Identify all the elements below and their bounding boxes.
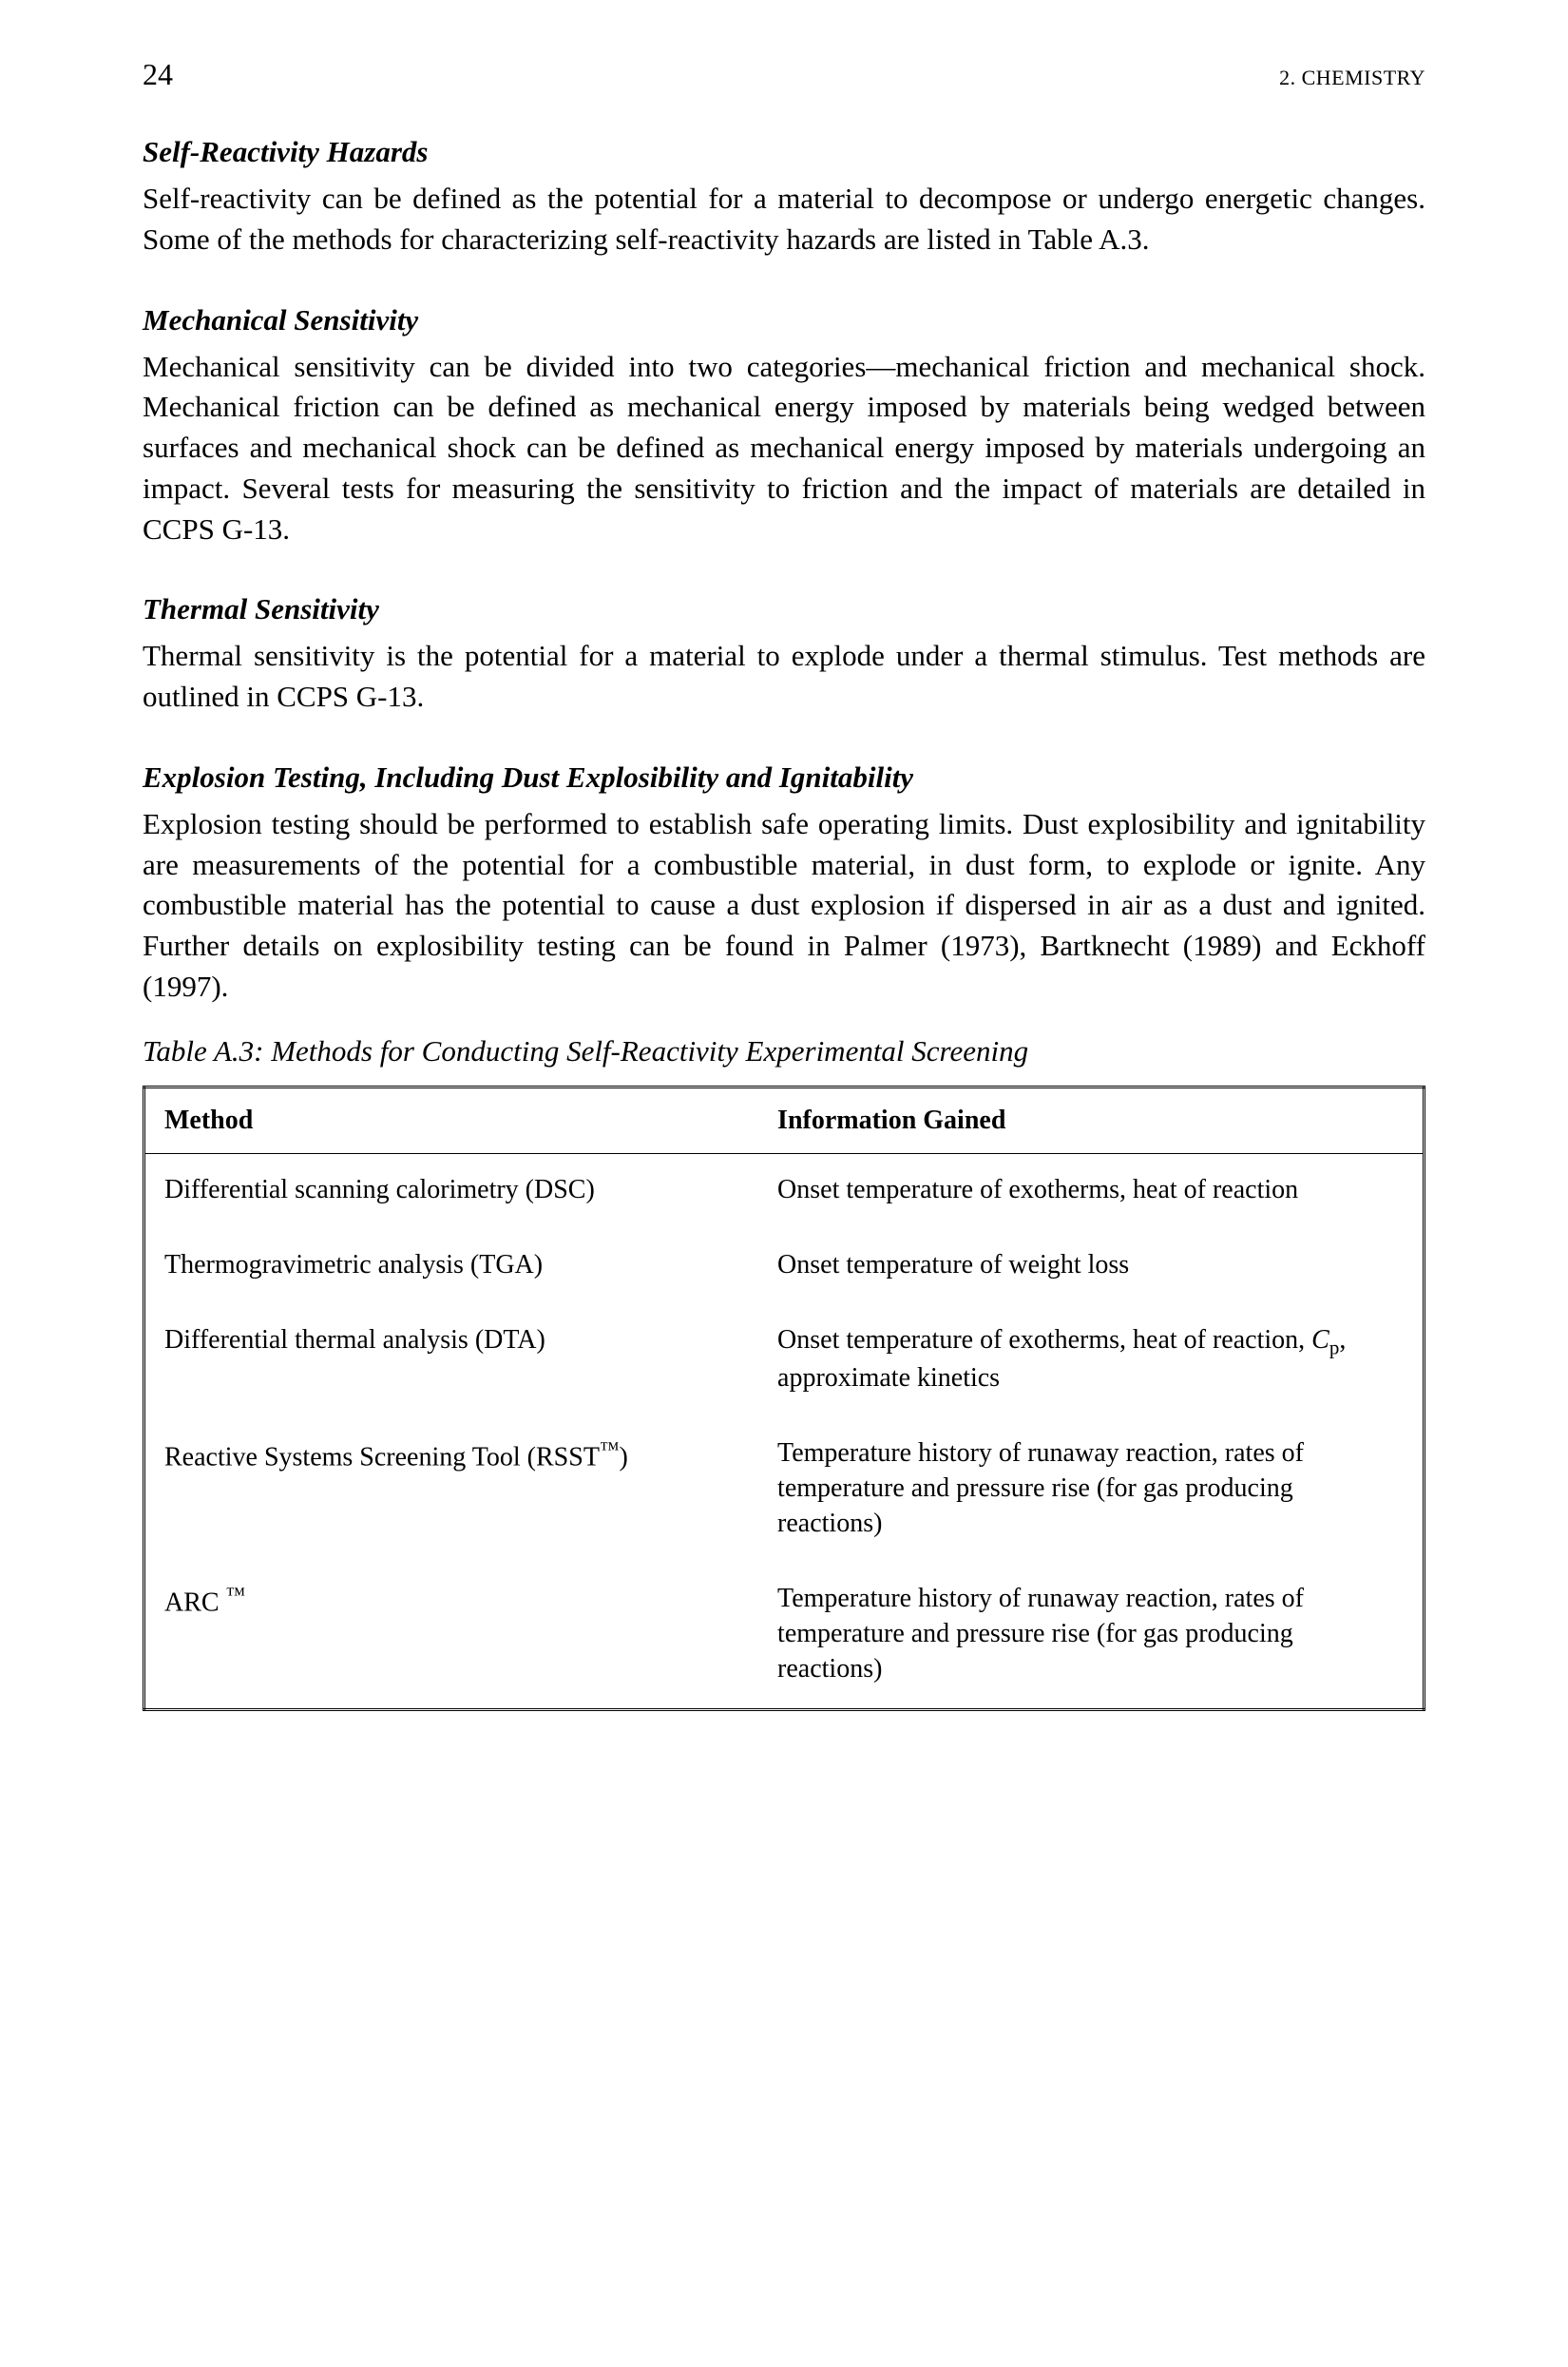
table-cell-method: Differential scanning calorimetry (DSC) bbox=[144, 1153, 759, 1228]
section-body-explosion-testing: Explosion testing should be performed to… bbox=[143, 804, 1425, 1008]
table-cell-info: Onset temperature of exotherms, heat of … bbox=[758, 1153, 1424, 1228]
table-cell-method: Thermogravimetric analysis (TGA) bbox=[144, 1229, 759, 1304]
table-caption: Table A.3: Methods for Conducting Self-R… bbox=[143, 1034, 1425, 1068]
section-heading-thermal-sensitivity: Thermal Sensitivity bbox=[143, 592, 1425, 626]
section-heading-explosion-testing: Explosion Testing, Including Dust Explos… bbox=[143, 760, 1425, 795]
table-cell-info: Temperature history of runaway reaction,… bbox=[758, 1417, 1424, 1563]
methods-table: Method Information Gained Differential s… bbox=[143, 1086, 1425, 1711]
table-row: Differential scanning calorimetry (DSC) … bbox=[144, 1153, 1425, 1228]
chapter-label: 2. CHEMISTRY bbox=[1279, 66, 1425, 90]
table-cell-info: Onset temperature of weight loss bbox=[758, 1229, 1424, 1304]
page-number: 24 bbox=[143, 57, 173, 92]
table-cell-method: ARC ™ bbox=[144, 1563, 759, 1709]
table-cell-info: Temperature history of runaway reaction,… bbox=[758, 1563, 1424, 1709]
table-row: Differential thermal analysis (DTA) Onse… bbox=[144, 1304, 1425, 1417]
table-cell-method: Reactive Systems Screening Tool (RSST™) bbox=[144, 1417, 759, 1563]
section-heading-mechanical-sensitivity: Mechanical Sensitivity bbox=[143, 303, 1425, 337]
table-row: Reactive Systems Screening Tool (RSST™) … bbox=[144, 1417, 1425, 1563]
page-header: 24 2. CHEMISTRY bbox=[143, 57, 1425, 92]
page: 24 2. CHEMISTRY Self-Reactivity Hazards … bbox=[0, 0, 1568, 2367]
section-body-mechanical-sensitivity: Mechanical sensitivity can be divided in… bbox=[143, 347, 1425, 550]
table-header-row: Method Information Gained bbox=[144, 1087, 1425, 1153]
table-header-method: Method bbox=[144, 1087, 759, 1153]
table-cell-method: Differential thermal analysis (DTA) bbox=[144, 1304, 759, 1417]
section-heading-self-reactivity: Self-Reactivity Hazards bbox=[143, 135, 1425, 169]
table-row: ARC ™ Temperature history of runaway rea… bbox=[144, 1563, 1425, 1709]
section-body-thermal-sensitivity: Thermal sensitivity is the potential for… bbox=[143, 636, 1425, 718]
section-body-self-reactivity: Self-reactivity can be defined as the po… bbox=[143, 179, 1425, 260]
table-cell-info: Onset temperature of exotherms, heat of … bbox=[758, 1304, 1424, 1417]
table-row: Thermogravimetric analysis (TGA) Onset t… bbox=[144, 1229, 1425, 1304]
table-header-info: Information Gained bbox=[758, 1087, 1424, 1153]
